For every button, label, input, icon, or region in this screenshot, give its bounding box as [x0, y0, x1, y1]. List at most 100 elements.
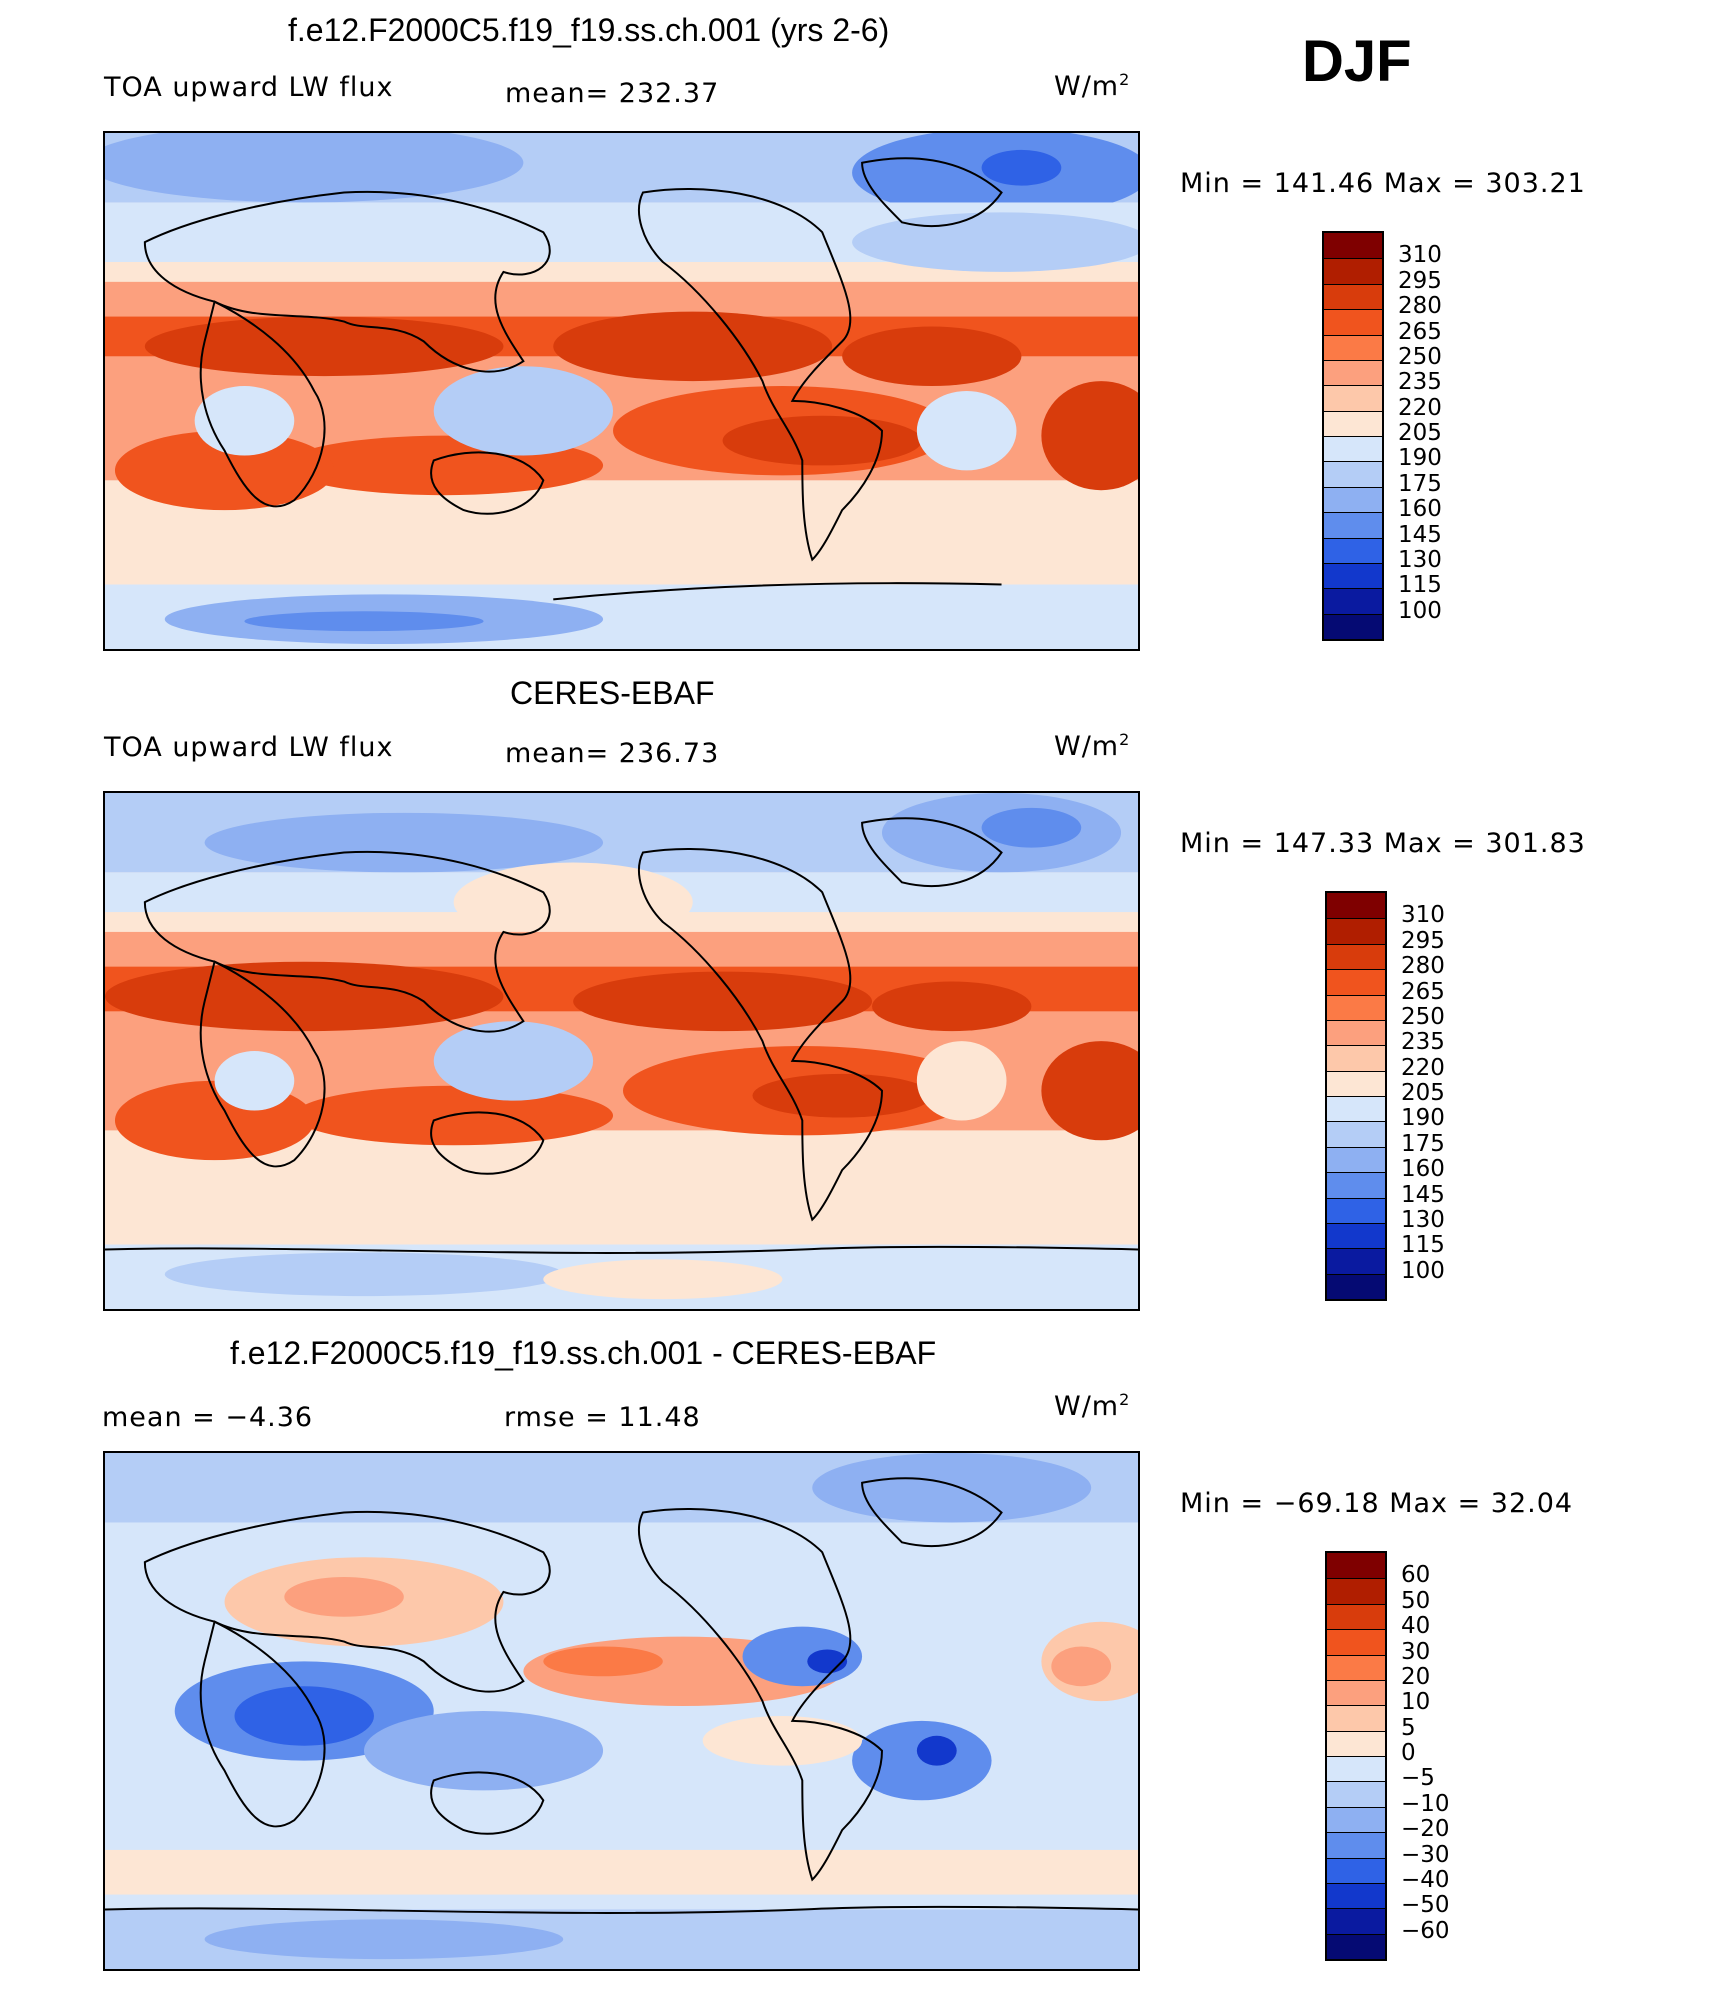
colorbar-swatch	[1327, 1857, 1385, 1883]
colorbar-swatch	[1324, 613, 1382, 639]
colorbar-swatch	[1327, 893, 1385, 919]
colorbar-swatch	[1327, 1705, 1385, 1731]
colorbar-swatch	[1324, 588, 1382, 614]
panel-1-title: f.e12.F2000C5.f19_f19.ss.ch.001 (yrs 2-6…	[288, 12, 890, 48]
panel-2-minmax: Min = 147.33 Max = 301.83	[1180, 828, 1586, 859]
panel-2-mean-label: mean= 236.73	[505, 738, 720, 769]
panel-1-mean-label: mean= 232.37	[505, 78, 720, 109]
panel-2-colorbar	[1325, 891, 1387, 1301]
colorbar-swatch	[1327, 1121, 1385, 1147]
colorbar-tick-label: 205	[1398, 420, 1442, 446]
colorbar-swatch	[1324, 283, 1382, 310]
colorbar-swatch	[1327, 1933, 1385, 1959]
colorbar-swatch	[1324, 385, 1382, 411]
colorbar-swatch	[1327, 1172, 1385, 1198]
panel-3-rmse-label: rmse = 11.48	[504, 1402, 701, 1433]
panel-1-minmax: Min = 141.46 Max = 303.21	[1180, 168, 1586, 199]
colorbar-swatch	[1327, 1882, 1385, 1909]
panel-1-colorbar	[1322, 231, 1384, 641]
colorbar-swatch	[1327, 1019, 1385, 1046]
colorbar-tick-label: 20	[1401, 1663, 1431, 1690]
colorbar-tick-label: −30	[1401, 1841, 1450, 1868]
colorbar-swatch	[1327, 1070, 1385, 1096]
colorbar-swatch	[1324, 258, 1382, 284]
colorbar-tick-label: 100	[1401, 1257, 1445, 1284]
panel-2-units: W/m2	[1054, 730, 1131, 762]
colorbar-swatch	[1327, 1222, 1385, 1249]
colorbar-swatch	[1324, 537, 1382, 563]
panel-2-map	[103, 791, 1140, 1311]
colorbar-swatch	[1327, 1756, 1385, 1782]
colorbar-tick-label: −5	[1401, 1765, 1435, 1792]
colorbar-swatch	[1324, 309, 1382, 335]
colorbar-swatch	[1327, 1629, 1385, 1655]
colorbar-tick-label: 175	[1398, 470, 1442, 497]
panel-1-map	[103, 131, 1140, 651]
colorbar-swatch	[1324, 512, 1382, 538]
colorbar-swatch	[1327, 1806, 1385, 1833]
colorbar-swatch	[1324, 334, 1382, 360]
colorbar-tick-label: 30	[1401, 1638, 1431, 1665]
colorbar-swatch	[1327, 1578, 1385, 1604]
colorbar-tick-label: 115	[1401, 1232, 1445, 1259]
colorbar-swatch	[1324, 410, 1382, 436]
colorbar-tick-label: 50	[1401, 1587, 1431, 1614]
colorbar-tick-label: 160	[1401, 1156, 1445, 1183]
colorbar-tick-label: 60	[1401, 1562, 1431, 1589]
panel-3-mean-label: mean = −4.36	[102, 1402, 314, 1433]
colorbar-swatch	[1327, 1603, 1385, 1630]
colorbar-tick-label: 310	[1398, 242, 1442, 269]
colorbar-swatch	[1324, 359, 1382, 386]
colorbar-swatch	[1327, 1096, 1385, 1122]
colorbar-tick-label: 145	[1398, 521, 1442, 548]
colorbar-swatch	[1327, 1832, 1385, 1858]
colorbar-tick-label: 235	[1398, 369, 1442, 396]
colorbar-swatch	[1324, 486, 1382, 513]
colorbar-swatch	[1327, 1045, 1385, 1071]
colorbar-tick-label: 115	[1398, 572, 1442, 599]
colorbar-tick-label: −20	[1401, 1816, 1450, 1843]
colorbar-tick-label: 175	[1401, 1130, 1445, 1157]
panel-3-units: W/m2	[1054, 1390, 1131, 1422]
colorbar-tick-label: 100	[1398, 597, 1442, 624]
colorbar-swatch	[1327, 994, 1385, 1020]
colorbar-swatch	[1327, 969, 1385, 995]
panel-1-units: W/m2	[1054, 70, 1131, 102]
colorbar-swatch	[1327, 1730, 1385, 1756]
colorbar-tick-label: 0	[1401, 1740, 1416, 1766]
panel-2-title: CERES-EBAF	[510, 675, 715, 711]
colorbar-swatch	[1324, 461, 1382, 487]
colorbar-swatch	[1327, 1146, 1385, 1173]
colorbar-tick-label: 250	[1401, 1003, 1445, 1030]
colorbar-tick-label: 5	[1401, 1714, 1416, 1741]
colorbar-tick-label: 145	[1401, 1181, 1445, 1208]
colorbar-swatch	[1324, 562, 1382, 589]
colorbar-tick-label: −60	[1401, 1917, 1450, 1944]
colorbar-swatch	[1324, 436, 1382, 462]
panel-3-colorbar	[1325, 1551, 1387, 1961]
colorbar-tick-label: 160	[1398, 496, 1442, 523]
colorbar-tick-label: 235	[1401, 1029, 1445, 1056]
colorbar-swatch	[1327, 1654, 1385, 1680]
colorbar-tick-label: 250	[1398, 343, 1442, 370]
colorbar-swatch	[1327, 1679, 1385, 1706]
colorbar-swatch	[1327, 918, 1385, 944]
colorbar-tick-label: 295	[1401, 927, 1445, 954]
colorbar-tick-label: 220	[1401, 1054, 1445, 1081]
season-label: DJF	[1302, 29, 1412, 94]
panel-3-minmax: Min = −69.18 Max = 32.04	[1180, 1488, 1574, 1519]
colorbar-tick-label: 10	[1401, 1689, 1431, 1716]
panel-1-variable-label: TOA upward LW flux	[104, 72, 394, 103]
colorbar-tick-label: 130	[1401, 1206, 1445, 1233]
panel-3-map	[103, 1451, 1140, 1971]
panel-3-title: f.e12.F2000C5.f19_f19.ss.ch.001 - CERES-…	[230, 1335, 937, 1371]
colorbar-swatch	[1327, 943, 1385, 970]
colorbar-tick-label: 265	[1401, 978, 1445, 1005]
colorbar-swatch	[1327, 1908, 1385, 1934]
colorbar-tick-label: 190	[1401, 1105, 1445, 1132]
colorbar-tick-label: 280	[1398, 293, 1442, 320]
colorbar-tick-label: 205	[1401, 1080, 1445, 1106]
colorbar-tick-label: 190	[1398, 445, 1442, 472]
colorbar-tick-label: 310	[1401, 902, 1445, 929]
colorbar-tick-label: 220	[1398, 394, 1442, 421]
